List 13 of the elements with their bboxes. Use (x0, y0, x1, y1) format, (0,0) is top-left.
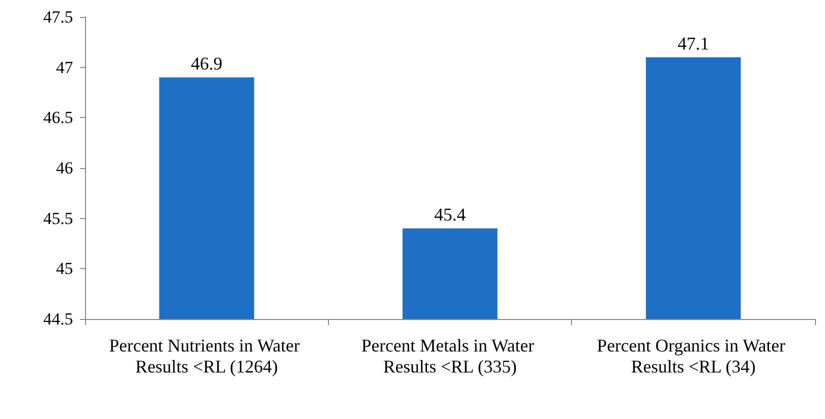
y-tick-label: 45 (56, 259, 73, 278)
y-tick-label: 47 (56, 58, 74, 77)
y-tick-label: 44.5 (43, 310, 73, 328)
data-label: 47.1 (678, 33, 710, 54)
x-tick-label: Percent Metals in Water Results <RL (335) (361, 336, 539, 376)
y-tick-label: 46.5 (43, 108, 73, 128)
y-tick-label: 45.5 (43, 208, 73, 228)
x-tick-label: Percent Organics in Water Results <RL (34) (596, 336, 790, 376)
data-label: 45.4 (434, 204, 466, 224)
data-label: 46.9 (190, 53, 222, 74)
y-tick-label: 46 (56, 158, 73, 178)
y-tick-label: 47.5 (43, 8, 73, 26)
x-tick-label: Percent Nutrients in Water Results <RL (1264) (109, 336, 304, 376)
